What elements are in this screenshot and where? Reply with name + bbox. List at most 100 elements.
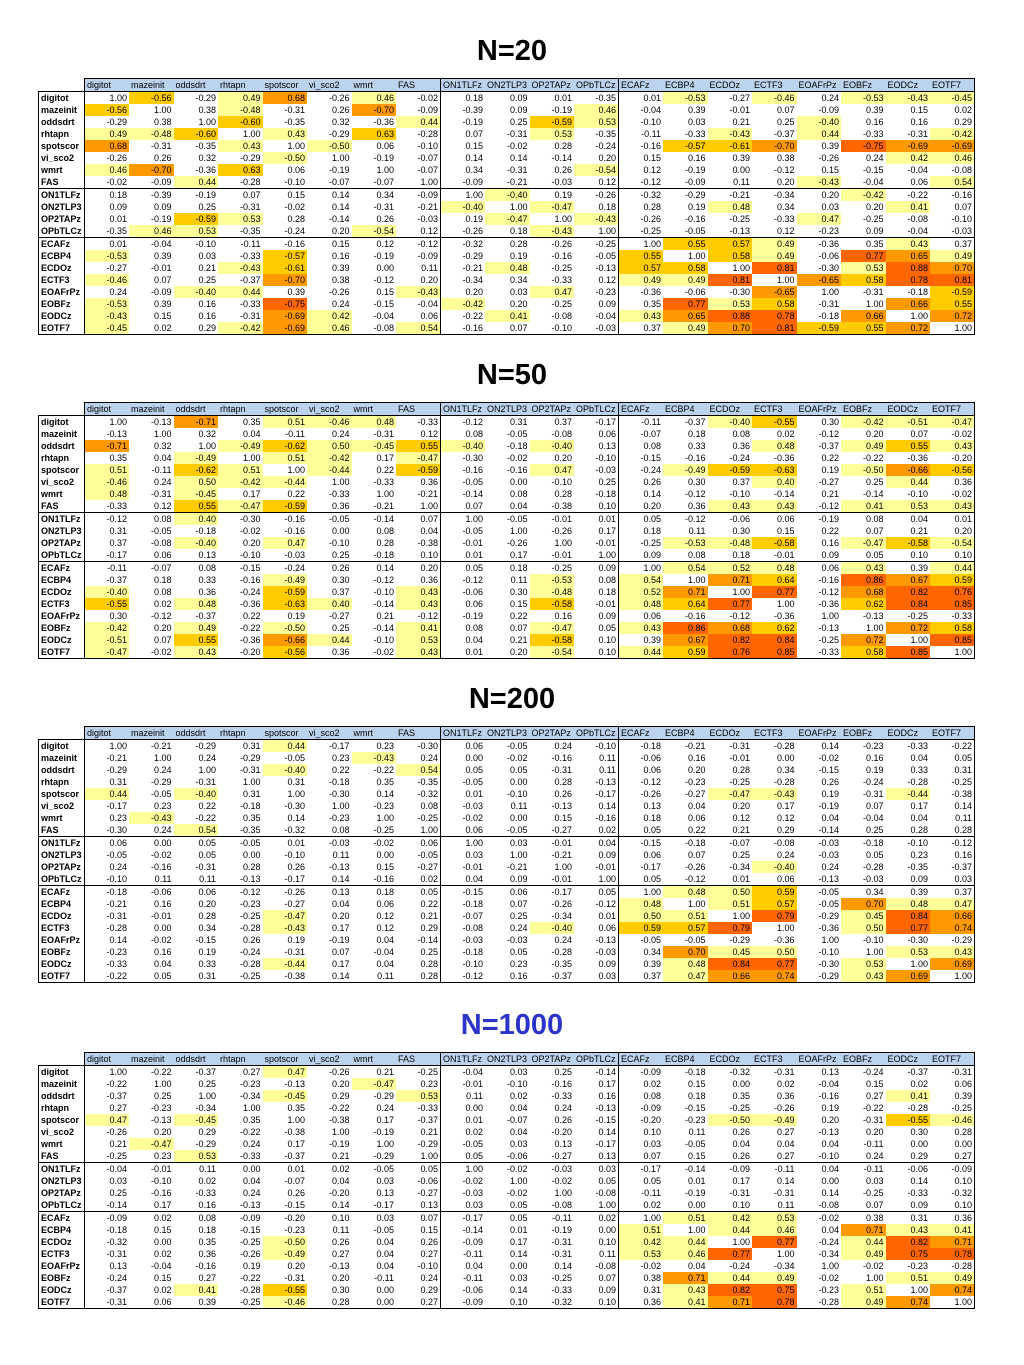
matrix-cell: -0.31	[218, 201, 263, 213]
matrix-row: EOTF7 -0.22 0.05 0.31 -0.25 -0.38 0.14 0.11 0.28…	[38, 970, 975, 983]
matrix-cell: 0.14	[485, 1248, 530, 1260]
matrix-cell: -0.48	[218, 104, 263, 116]
matrix-cell: -0.40	[440, 201, 485, 213]
matrix-cell: -0.10	[351, 586, 396, 598]
column-header: EOBFz	[841, 1052, 886, 1066]
matrix-row: wmrt 0.23 -0.43 -0.22 0.35 0.14 -0.23 1.00 -0.25…	[38, 812, 975, 824]
matrix-cell: 0.00	[440, 1102, 485, 1114]
matrix-cell: 0.37	[529, 415, 574, 428]
matrix-cell: 0.74	[752, 970, 797, 983]
matrix-cell: 0.30	[307, 574, 352, 586]
matrix-cell: 0.41	[841, 500, 886, 513]
column-header: EOTF7	[930, 78, 975, 92]
matrix-cell: 0.04	[796, 1162, 841, 1175]
matrix-cell: -0.16	[574, 812, 619, 824]
matrix-cell: 0.26	[707, 1126, 752, 1138]
matrix-row: ECTF3 -0.28 0.00 0.34 -0.28 -0.43 0.17 0.12 0.29…	[38, 922, 975, 934]
matrix-cell: 0.04	[485, 1102, 530, 1114]
matrix-cell: 0.07	[841, 800, 886, 812]
matrix-cell: -0.65	[752, 286, 797, 298]
matrix-cell: -0.23	[663, 1114, 708, 1126]
matrix-cell: -0.39	[440, 104, 485, 116]
row-label: spotscor	[38, 464, 85, 476]
header-corner	[38, 726, 85, 740]
matrix-cell: 0.10	[930, 549, 975, 562]
matrix-cell: -0.06	[707, 512, 752, 525]
matrix-cell: 0.14	[930, 800, 975, 812]
matrix-cell: 0.16	[485, 970, 530, 983]
matrix-row: vi_sco2 -0.17 0.23 0.22 -0.18 -0.30 1.00 -0.23 0…	[38, 800, 975, 812]
matrix-cell: 0.00	[574, 1224, 619, 1236]
matrix-cell: 0.55	[930, 298, 975, 310]
matrix-cell: 1.00	[663, 574, 708, 586]
matrix-cell: -0.26	[529, 525, 574, 537]
matrix-cell: 0.12	[574, 176, 619, 189]
matrix-cell: 0.43	[930, 500, 975, 513]
matrix-cell: -0.03	[440, 1187, 485, 1199]
matrix-cell: -0.21	[440, 262, 485, 274]
matrix-cell: 0.39	[796, 140, 841, 152]
matrix-cell: -0.09	[129, 286, 174, 298]
matrix-cell: 0.18	[485, 561, 530, 574]
matrix-cell: -0.26	[752, 1102, 797, 1114]
matrix-cell: 0.17	[218, 488, 263, 500]
matrix-cell: 0.28	[396, 958, 441, 970]
matrix-cell: -0.38	[307, 1114, 352, 1126]
matrix-cell: -0.63	[752, 464, 797, 476]
matrix-row: EOBFz -0.42 0.20 0.49 -0.22 -0.50 0.25 -0.14 0.4…	[38, 622, 975, 634]
matrix-cell: -0.06	[663, 286, 708, 298]
matrix-cell: -0.28	[218, 922, 263, 934]
matrix-cell: 1.00	[841, 1272, 886, 1284]
matrix-row: OPbTLCz -0.35 0.46 0.53 -0.35 -0.24 0.20 -0.54 0…	[38, 225, 975, 238]
matrix-cell: -0.13	[841, 610, 886, 622]
matrix-cell: 0.07	[396, 512, 441, 525]
matrix-cell: -0.38	[262, 1126, 307, 1138]
header-corner	[38, 1052, 85, 1066]
matrix-cell: 0.04	[663, 1260, 708, 1272]
matrix-cell: 0.11	[574, 1248, 619, 1260]
matrix-cell: 0.11	[173, 1162, 218, 1175]
matrix-cell: 0.20	[173, 898, 218, 910]
matrix-row: vi_sco2 -0.46 0.24 0.50 -0.42 -0.44 1.00 -0.33 0…	[38, 476, 975, 488]
matrix-cell: 0.07	[574, 1272, 619, 1284]
matrix-cell: -0.10	[351, 634, 396, 646]
matrix-cell: -0.44	[262, 476, 307, 488]
matrix-cell: -0.07	[485, 1114, 530, 1126]
matrix-cell: -0.13	[574, 776, 619, 788]
matrix-cell: -0.38	[396, 537, 441, 549]
matrix-row: oddsdrt -0.37 0.25 1.00 -0.34 -0.45 0.29 -0.29 0…	[38, 1090, 975, 1102]
matrix-cell: 1.00	[307, 152, 352, 164]
matrix-cell: 0.03	[841, 1175, 886, 1187]
matrix-cell: -0.29	[84, 764, 129, 776]
matrix-cell: -0.18	[307, 776, 352, 788]
matrix-cell: 0.50	[841, 922, 886, 934]
matrix-row: spotscor 0.44 -0.05 -0.40 0.31 1.00 -0.30 0.14-…	[38, 788, 975, 800]
matrix-cell: 0.10	[930, 1199, 975, 1212]
column-header: vi_sco2	[307, 1052, 352, 1066]
matrix-cell: 0.13	[574, 440, 619, 452]
matrix-cell: -0.50	[841, 464, 886, 476]
matrix-cell: -0.22	[218, 622, 263, 634]
matrix-cell: 0.06	[663, 812, 708, 824]
matrix-cell: 1.00	[173, 764, 218, 776]
matrix-cell: 0.03	[440, 1199, 485, 1212]
matrix-cell: -0.10	[930, 213, 975, 225]
matrix-cell: -0.17	[262, 873, 307, 886]
matrix-cell: -0.25	[529, 561, 574, 574]
matrix-cell: 0.10	[574, 634, 619, 646]
matrix-cell: -0.14	[529, 152, 574, 164]
matrix-cell: 0.22	[262, 488, 307, 500]
matrix-cell: -0.35	[574, 128, 619, 140]
matrix-cell: 0.16	[307, 250, 352, 262]
matrix-cell: 0.77	[752, 586, 797, 598]
matrix-cell: -0.18	[885, 286, 930, 298]
matrix-cell: 0.25	[841, 476, 886, 488]
matrix-cell: 0.17	[707, 1175, 752, 1187]
matrix-cell: 0.50	[173, 476, 218, 488]
matrix-cell: -0.31	[351, 201, 396, 213]
matrix-cell: -0.40	[707, 415, 752, 428]
matrix-cell: -0.31	[218, 310, 263, 322]
matrix-cell: -0.02	[796, 1272, 841, 1284]
matrix-cell: 0.03	[84, 1175, 129, 1187]
column-header: ECTF3	[752, 402, 797, 416]
